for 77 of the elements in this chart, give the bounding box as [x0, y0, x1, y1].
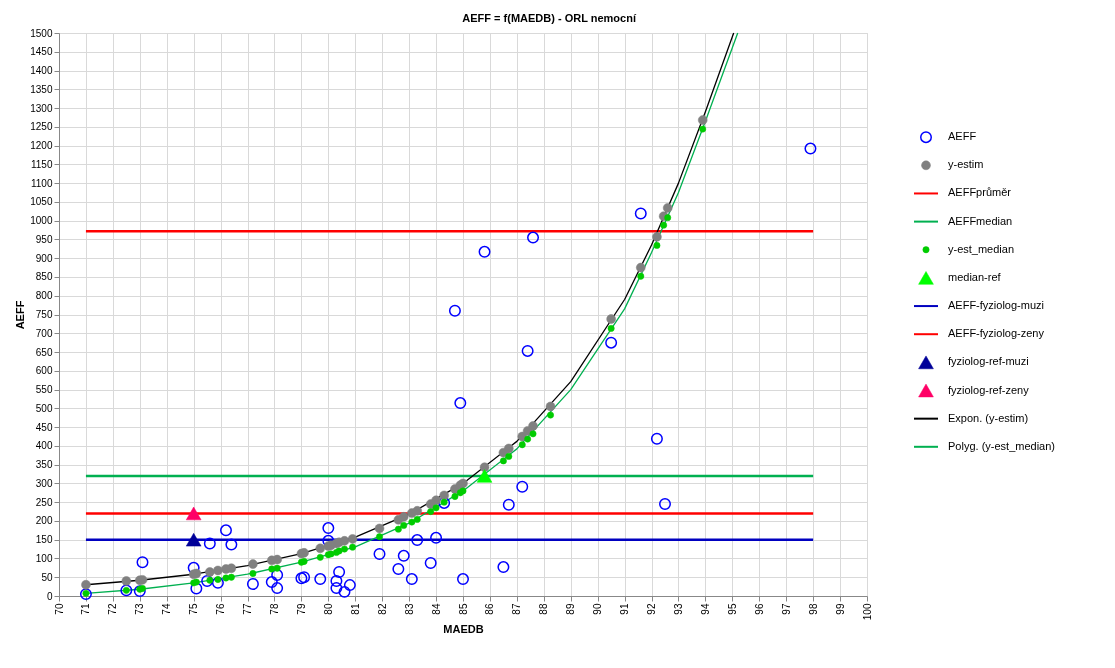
y-tick-label: 550 [35, 384, 53, 396]
x-tick-label: 75 [188, 603, 200, 615]
x-tick-label: 100 [861, 603, 873, 621]
y-tick-label: 1100 [30, 177, 53, 189]
legend-label: AEFF [948, 130, 977, 143]
legend-label: median-ref [948, 270, 1002, 283]
y-tick-label: 50 [41, 571, 53, 583]
y-tick-label: 1250 [30, 121, 53, 133]
y-tick-label: 150 [35, 534, 53, 546]
y-tick-label: 1450 [30, 46, 53, 58]
x-tick-label: 93 [672, 603, 684, 615]
x-tick-label: 91 [619, 603, 631, 615]
x-tick-label: 73 [134, 603, 146, 615]
y-tick-label: 100 [35, 552, 53, 564]
legend-label: Expon. (y-estim) [948, 411, 1029, 424]
legend-label: AEFFmedian [948, 214, 1013, 227]
chart-title: AEFF = f(MAEDB) - ORL nemocní [462, 11, 637, 24]
x-tick-label: 88 [538, 603, 550, 615]
x-tick-label: 85 [457, 603, 469, 615]
y-tick-label: 650 [35, 346, 53, 358]
legend-label: AEFF-fyziolog-muzi [948, 299, 1044, 312]
legend-label: fyziolog-ref-zeny [948, 383, 1030, 396]
x-tick-label: 74 [161, 603, 173, 615]
x-tick-label: 83 [403, 603, 415, 615]
x-tick-label: 71 [80, 603, 92, 615]
x-tick-label: 78 [268, 603, 280, 615]
x-tick-label: 94 [699, 603, 711, 615]
x-tick-label: 82 [376, 603, 388, 615]
x-tick-label: 98 [807, 603, 819, 615]
legend-label: Polyg. (y-est_median) [948, 439, 1055, 452]
legend-label: y-estim [948, 158, 984, 171]
y-tick-label: 1200 [30, 140, 53, 152]
y-tick-label: 850 [35, 271, 53, 283]
legend-label: AEFF-fyziolog-zeny [948, 327, 1045, 340]
y-tick-label: 600 [35, 365, 53, 377]
legend-label: y-est_median [948, 242, 1015, 255]
x-tick-label: 89 [565, 603, 577, 615]
x-tick-label: 79 [295, 603, 307, 615]
x-tick-label: 77 [242, 603, 254, 615]
x-tick-label: 90 [592, 603, 604, 615]
y-tick-label: 300 [35, 477, 53, 489]
x-tick-label: 97 [780, 603, 792, 615]
y-tick-label: 700 [35, 327, 53, 339]
y-tick-label: 250 [35, 496, 53, 508]
x-tick-label: 80 [322, 603, 334, 615]
y-tick-label: 1400 [30, 65, 53, 77]
y-axis-title: AEFF [14, 300, 27, 330]
y-tick-label: 1150 [30, 158, 53, 170]
y-tick-label: 350 [35, 459, 53, 471]
y-tick-label: 1500 [30, 27, 53, 39]
legend-label: AEFFprůměr [948, 186, 1012, 199]
y-tick-label: 900 [35, 252, 53, 264]
x-tick-label: 81 [349, 603, 361, 615]
y-tick-label: 1350 [30, 83, 53, 95]
y-tick-label: 750 [35, 309, 53, 320]
x-tick-label: 72 [107, 603, 119, 615]
x-tick-label: 84 [430, 603, 442, 615]
legend-label: fyziolog-ref-muzi [948, 355, 1029, 368]
y-tick-label: 1050 [30, 196, 53, 208]
x-tick-label: 87 [511, 603, 523, 615]
x-tick-label: 70 [53, 603, 65, 615]
y-tick-label: 950 [35, 233, 53, 245]
y-tick-label: 400 [35, 440, 53, 452]
x-tick-label: 96 [753, 603, 765, 615]
y-tick-label: 450 [35, 421, 53, 433]
x-tick-label: 86 [484, 603, 496, 615]
y-tick-label: 800 [35, 290, 53, 302]
y-tick-label: 1000 [30, 215, 53, 227]
x-tick-label: 76 [215, 603, 227, 615]
y-tick-label: 1300 [30, 102, 53, 114]
x-tick-label: 95 [726, 603, 738, 615]
y-tick-label: 200 [35, 515, 53, 527]
x-tick-label: 99 [834, 603, 846, 615]
x-tick-label: 92 [646, 603, 658, 615]
y-tick-label: 500 [35, 402, 53, 414]
y-tick-label: 0 [46, 590, 53, 602]
x-axis-title: MAEDB [443, 623, 484, 636]
